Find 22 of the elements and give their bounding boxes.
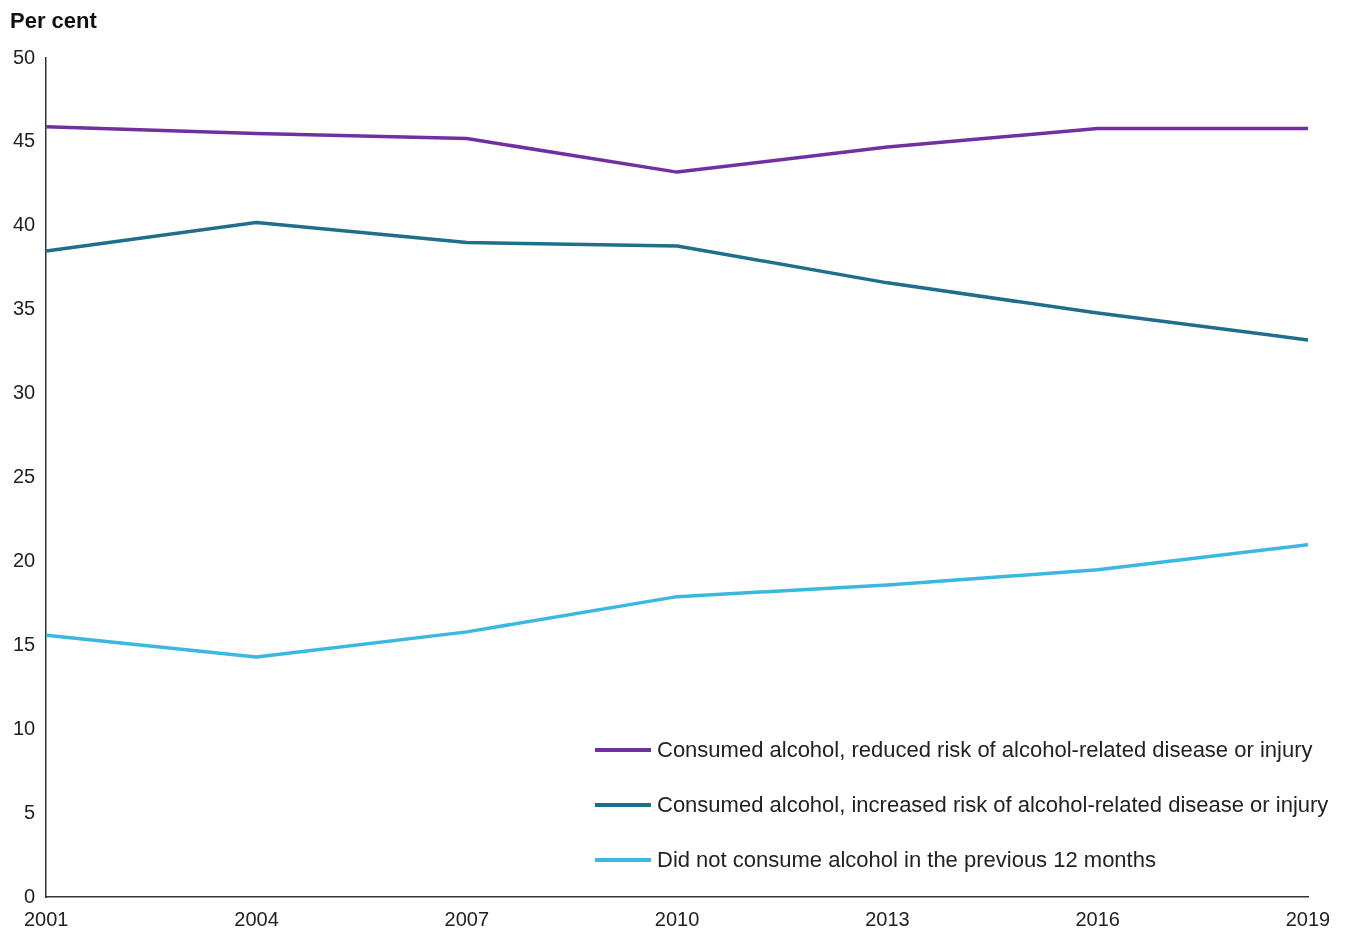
legend-label: Consumed alcohol, increased risk of alcohol-related disease or injury: [657, 791, 1329, 818]
y-tick-label: 20: [13, 548, 36, 571]
x-tick-label: 2007: [444, 907, 490, 930]
y-tick-label: 35: [13, 297, 36, 320]
x-tick-label: 2001: [24, 907, 69, 930]
legend-label: Consumed alcohol, reduced risk of alcohol-related disease or injury: [657, 736, 1313, 763]
y-axis-title: Per cent: [10, 8, 97, 34]
y-tick-label: 50: [13, 45, 36, 68]
y-tick-label: 10: [13, 716, 36, 739]
x-tick-label: 2019: [1285, 907, 1331, 930]
y-tick-label: 30: [13, 381, 36, 404]
x-tick-label: 2013: [865, 907, 910, 930]
y-tick-label: 5: [24, 800, 36, 823]
legend-label: Did not consume alcohol in the previous 12 months: [657, 846, 1156, 873]
x-tick-label: 2004: [234, 907, 279, 930]
y-tick-label: 40: [13, 213, 36, 236]
x-tick-label: 2016: [1075, 907, 1120, 930]
y-tick-label: 15: [13, 632, 36, 655]
y-tick-label: 45: [13, 129, 36, 152]
x-tick-label: 2010: [654, 907, 700, 930]
y-tick-label: 25: [13, 465, 36, 488]
y-tick-label: 0: [24, 884, 36, 907]
